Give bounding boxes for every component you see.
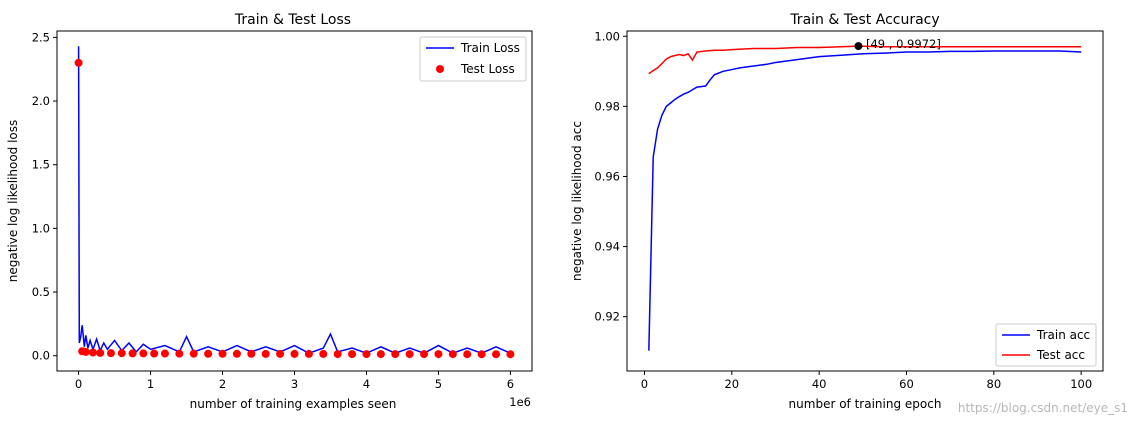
legend-test-loss-swatch (436, 65, 444, 73)
series-test-loss-point (492, 350, 501, 359)
series-test-loss-point (348, 350, 357, 359)
loss-plot-area (74, 46, 515, 359)
loss-y-tick-label: 0.0 (32, 349, 50, 363)
series-test-loss-point (261, 349, 270, 358)
series-test-loss-point (319, 349, 328, 358)
series-test-loss-point (81, 347, 90, 356)
series-test-loss-point (160, 349, 169, 358)
legend-test-loss-label: Test Loss (460, 62, 515, 76)
loss-chart: Train & Test Loss 0 1 2 3 4 5 6 0.0 0.5 1.0 1.5 2.0… (6, 12, 533, 411)
series-test-loss-point (304, 349, 313, 358)
series-test-loss-point (204, 349, 213, 358)
accuracy-y-axis-label: negative log likelihood acc (570, 121, 584, 281)
series-test-loss-point (276, 349, 285, 358)
series-test-loss-point (117, 349, 126, 358)
loss-y-tick-label: 1.0 (32, 221, 50, 235)
series-test-loss-point (88, 348, 97, 357)
loss-y-tick-label: 0.5 (32, 285, 50, 299)
series-test-loss-point (391, 350, 400, 359)
series-test-loss-point (175, 349, 184, 358)
loss-x-tick-label: 4 (363, 377, 370, 391)
loss-y-tick-label: 2.5 (32, 30, 50, 44)
accuracy-plot-area (648, 45, 1082, 351)
accuracy-x-axis-label: number of training epoch (789, 397, 942, 411)
accuracy-y-tick-label: 1.00 (594, 29, 620, 43)
loss-x-tick-label: 2 (219, 377, 226, 391)
series-test-loss-point (74, 58, 83, 67)
accuracy-chart-title: Train & Test Accuracy (789, 12, 939, 28)
series-test-loss-point (139, 349, 148, 358)
series-test-loss-point (247, 349, 256, 358)
series-test-loss-point (376, 350, 385, 359)
series-test-loss-point (477, 350, 486, 359)
accuracy-x-tick-label: 0 (641, 377, 648, 391)
accuracy-x-tick-label: 80 (987, 377, 1002, 391)
accuracy-x-tick-label: 100 (1070, 377, 1092, 391)
legend-test-acc-label: Test acc (1036, 348, 1085, 362)
series-test-loss-point (232, 349, 241, 358)
loss-axes-frame (56, 30, 533, 372)
series-test-loss-point (405, 350, 414, 359)
loss-x-tick-label: 1 (147, 377, 154, 391)
loss-x-tick-label: 0 (75, 377, 82, 391)
series-test-loss-point (189, 349, 198, 358)
accuracy-x-tick-label: 20 (724, 377, 739, 391)
series-train-loss-line (77, 46, 511, 354)
accuracy-ticks: 0 20 40 60 80 100 0.92 0.94 0.96 0.98 1.00 (594, 29, 1092, 391)
annotation-marker (854, 42, 863, 51)
accuracy-y-tick-label: 0.96 (594, 169, 620, 183)
legend-train-acc-label: Train acc (1036, 328, 1090, 342)
loss-x-tick-label: 6 (507, 377, 514, 391)
accuracy-y-tick-label: 0.92 (594, 310, 620, 324)
accuracy-y-tick-label: 0.98 (594, 99, 620, 113)
loss-chart-title: Train & Test Loss (234, 12, 351, 28)
series-test-loss-point (362, 350, 371, 359)
series-test-loss-point (128, 349, 137, 358)
accuracy-legend: Train acc Test acc (995, 323, 1097, 367)
accuracy-x-tick-label: 40 (812, 377, 827, 391)
annotation-label: [49 , 0.9972] (866, 37, 941, 51)
series-test-loss-point (96, 348, 105, 357)
loss-legend: Train Loss Test Loss (419, 36, 527, 82)
series-test-loss-point (290, 349, 299, 358)
accuracy-annotation: [49 , 0.9972] (854, 37, 941, 51)
series-test-loss-point (448, 350, 457, 359)
series-test-loss-point (333, 350, 342, 359)
loss-x-tick-label: 3 (291, 377, 298, 391)
loss-ticks: 0 1 2 3 4 5 6 0.0 0.5 1.0 1.5 2.0 2.5 (32, 30, 514, 391)
loss-x-axis-label: number of training examples seen (190, 397, 397, 411)
accuracy-y-tick-label: 0.94 (594, 240, 620, 254)
series-test-loss-point (150, 349, 159, 358)
series-train-acc-line (648, 50, 1082, 351)
series-test-loss-point (420, 350, 429, 359)
accuracy-chart: Train & Test Accuracy 0 20 40 60 80 100 0.92 0.… (570, 12, 1104, 411)
accuracy-axes-frame (626, 30, 1104, 372)
series-test-acc-line (648, 45, 1082, 75)
legend-train-loss-label: Train Loss (460, 41, 520, 55)
loss-y-axis-label: negative log likelihood loss (6, 120, 20, 283)
series-test-loss-point (463, 350, 472, 359)
loss-x-tick-label: 5 (435, 377, 442, 391)
accuracy-x-tick-label: 60 (899, 377, 914, 391)
series-test-loss-point (106, 349, 115, 358)
watermark-text: https://blog.csdn.net/eye_s1 (958, 401, 1128, 415)
series-test-loss-point (218, 349, 227, 358)
series-test-loss-point (506, 350, 515, 359)
loss-y-tick-label: 1.5 (32, 158, 50, 172)
loss-x-offset-label: 1e6 (509, 395, 531, 409)
loss-y-tick-label: 2.0 (32, 94, 50, 108)
series-test-loss-point (434, 350, 443, 359)
